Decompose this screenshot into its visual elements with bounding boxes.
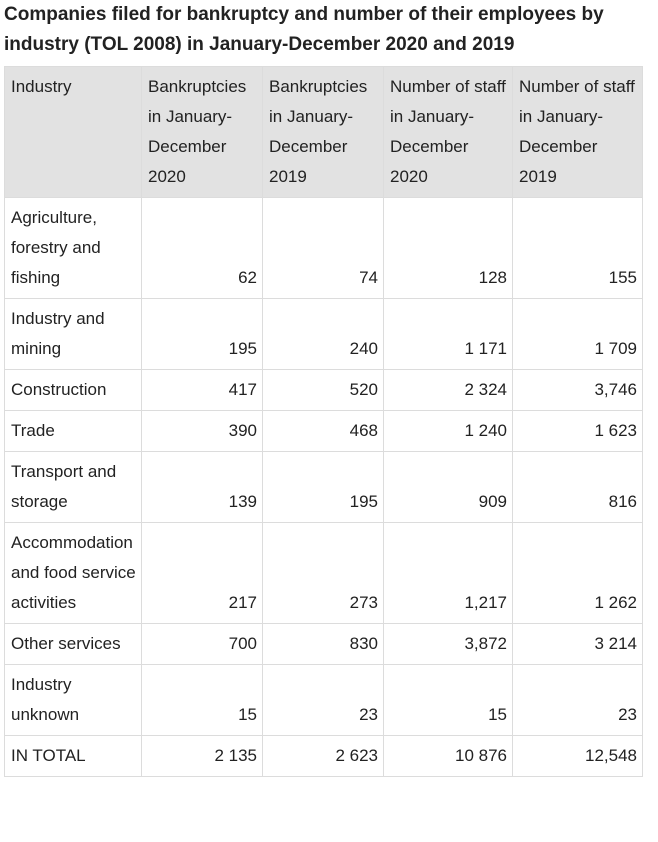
value-cell: 128 — [383, 197, 513, 299]
value-cell: 1 240 — [383, 410, 513, 452]
value-cell: 217 — [141, 522, 263, 624]
table-row: Industry unknown 15 23 15 23 — [4, 664, 643, 736]
value-cell: 816 — [512, 451, 643, 523]
value-cell: 2 324 — [383, 369, 513, 411]
row-label: Industry and mining — [4, 298, 142, 370]
value-cell: 468 — [262, 410, 384, 452]
table-row: Construction 417 520 2 324 3,746 — [4, 369, 643, 411]
row-label: IN TOTAL — [4, 735, 142, 777]
value-cell: 240 — [262, 298, 384, 370]
value-cell: 1,217 — [383, 522, 513, 624]
row-label: Trade — [4, 410, 142, 452]
row-label: Transport and storage — [4, 451, 142, 523]
header-cell: Bankruptcies in January-December 2020 — [141, 66, 263, 198]
value-cell: 1 709 — [512, 298, 643, 370]
header-cell: Number of staff in January-December 2019 — [512, 66, 643, 198]
value-cell: 700 — [141, 623, 263, 665]
value-cell: 520 — [262, 369, 384, 411]
value-cell: 2 623 — [262, 735, 384, 777]
value-cell: 3 214 — [512, 623, 643, 665]
value-cell: 139 — [141, 451, 263, 523]
table-row: Agriculture, forestry and fishing 62 74 128… — [4, 197, 643, 299]
value-cell: 23 — [512, 664, 643, 736]
row-label: Accommodation and food service activitie… — [4, 522, 142, 624]
value-cell: 15 — [383, 664, 513, 736]
value-cell: 195 — [262, 451, 384, 523]
title: Companies filed for bankruptcy and numbe… — [4, 4, 604, 55]
value-cell: 62 — [141, 197, 263, 299]
value-cell: 2 135 — [141, 735, 263, 777]
table-row: Transport and storage 139 195 909 816 — [4, 451, 643, 523]
value-cell: 830 — [262, 623, 384, 665]
header-row: Industry Bankruptcies in January-December… — [4, 66, 643, 198]
value-cell: 1 262 — [512, 522, 643, 624]
row-label: Other services — [4, 623, 142, 665]
value-cell: 417 — [141, 369, 263, 411]
table-row: Industry and mining 195 240 1 171 1 709 — [4, 298, 643, 370]
header-cell: Bankruptcies in January-December 2019 — [262, 66, 384, 198]
value-cell: 909 — [383, 451, 513, 523]
value-cell: 155 — [512, 197, 643, 299]
table-row: Accommodation and food service activitie… — [4, 522, 643, 624]
value-cell: 1 623 — [512, 410, 643, 452]
header-cell: Industry — [4, 66, 142, 198]
header-cell: Number of staff in January-December 2020 — [383, 66, 513, 198]
table-row: Trade 390 468 1 240 1 623 — [4, 410, 643, 452]
value-cell: 1 171 — [383, 298, 513, 370]
table-body: Agriculture, forestry and fishing 62 74 128… — [4, 197, 643, 777]
data-table: Industry Bankruptcies in January-December… — [4, 66, 643, 777]
value-cell: 273 — [262, 522, 384, 624]
row-label: Construction — [4, 369, 142, 411]
table-row: IN TOTAL 2 135 2 623 10 876 12,548 — [4, 735, 643, 777]
value-cell: 3,746 — [512, 369, 643, 411]
value-cell: 195 — [141, 298, 263, 370]
table-row: Other services 700 830 3,872 3 214 — [4, 623, 643, 665]
value-cell: 390 — [141, 410, 263, 452]
table-header: Industry Bankruptcies in January-December… — [4, 66, 643, 198]
value-cell: 10 876 — [383, 735, 513, 777]
value-cell: 15 — [141, 664, 263, 736]
row-label: Agriculture, forestry and fishing — [4, 197, 142, 299]
value-cell: 3,872 — [383, 623, 513, 665]
value-cell: 23 — [262, 664, 384, 736]
value-cell: 74 — [262, 197, 384, 299]
value-cell: 12,548 — [512, 735, 643, 777]
row-label: Industry unknown — [4, 664, 142, 736]
